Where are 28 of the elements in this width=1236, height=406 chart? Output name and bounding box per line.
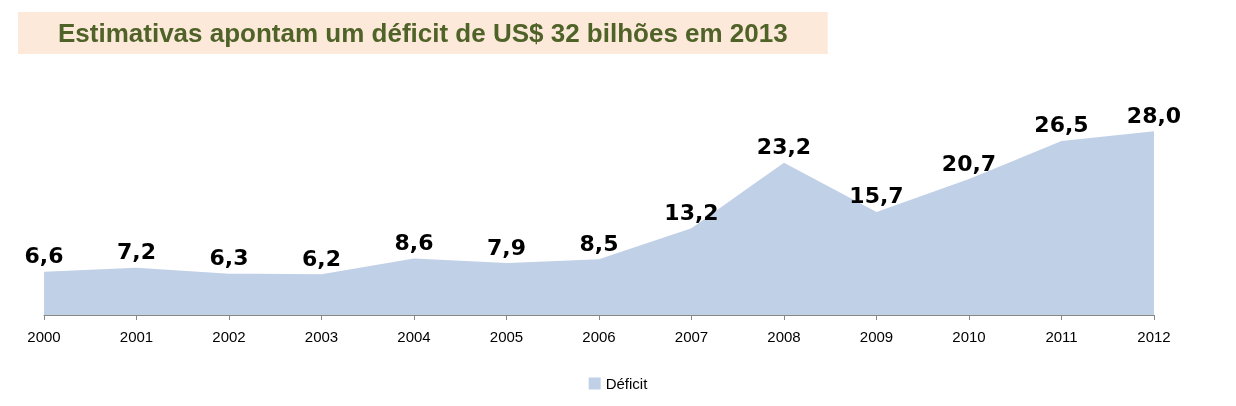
x-tick-label: 2009 <box>859 328 894 345</box>
x-tick-label: 2000 <box>27 328 61 345</box>
x-tick-label: 2002 <box>212 328 246 345</box>
chart-title: Estimativas apontam um déficit de US$ 32 bilhões em 2013 <box>58 18 788 48</box>
data-label: 28,0 <box>1126 102 1182 128</box>
data-label: 15,7 <box>849 183 904 209</box>
x-tick-label: 2006 <box>582 328 616 345</box>
data-label: 8,6 <box>394 230 434 256</box>
data-label: 20,7 <box>941 150 997 176</box>
x-tick-label: 2001 <box>119 328 154 345</box>
data-label: 26,5 <box>1034 112 1089 138</box>
legend-label: Déficit <box>605 375 649 392</box>
x-tick-label: 2008 <box>767 328 801 345</box>
x-tick-label: 2011 <box>1045 328 1078 345</box>
data-label: 6,6 <box>24 243 64 269</box>
data-label: 6,3 <box>209 245 249 271</box>
data-label: 7,2 <box>117 239 156 265</box>
x-tick-label: 2010 <box>952 328 986 345</box>
data-label: 6,2 <box>302 245 341 271</box>
data-label: 23,2 <box>756 134 812 160</box>
data-label: 13,2 <box>664 199 719 225</box>
x-tick-label: 2012 <box>1137 328 1171 345</box>
x-tick-label: 2004 <box>397 328 431 345</box>
data-label: 8,5 <box>579 230 619 256</box>
x-tick-label: 2007 <box>674 328 709 345</box>
x-tick-label: 2005 <box>489 328 524 345</box>
x-tick-label: 2003 <box>304 328 339 345</box>
data-label: 7,9 <box>487 234 526 260</box>
